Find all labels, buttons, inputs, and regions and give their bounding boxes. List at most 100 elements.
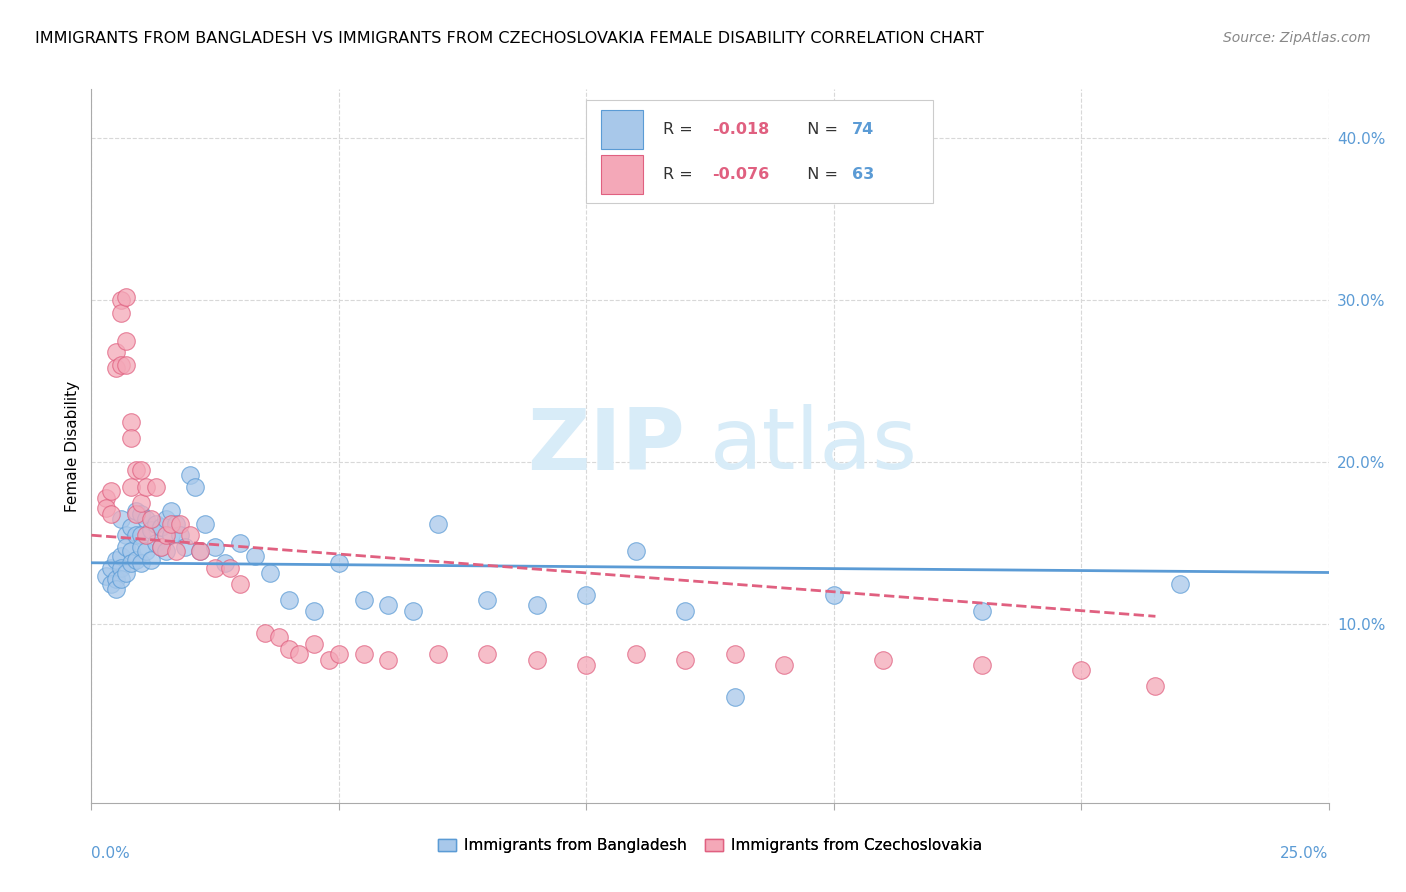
- Text: N =: N =: [797, 122, 842, 137]
- Point: [724, 690, 747, 705]
- Point: [155, 544, 177, 558]
- Point: [135, 512, 157, 526]
- Point: [110, 306, 132, 320]
- Point: [120, 544, 142, 558]
- Point: [204, 540, 226, 554]
- Point: [624, 544, 647, 558]
- Point: [188, 544, 211, 558]
- Point: [972, 657, 994, 672]
- Bar: [602, 155, 643, 194]
- Point: [575, 588, 598, 602]
- Text: -0.076: -0.076: [713, 168, 769, 182]
- Point: [773, 657, 796, 672]
- Point: [165, 516, 187, 531]
- Point: [149, 540, 172, 554]
- Point: [129, 496, 152, 510]
- Point: [219, 560, 242, 574]
- Point: [1070, 663, 1092, 677]
- Point: [188, 544, 211, 558]
- Point: [115, 334, 138, 348]
- Point: [269, 631, 291, 645]
- Point: [105, 345, 128, 359]
- Point: [120, 431, 142, 445]
- Point: [1144, 679, 1167, 693]
- Point: [575, 657, 598, 672]
- Text: ZIP: ZIP: [527, 404, 685, 488]
- Point: [278, 593, 301, 607]
- Point: [129, 507, 152, 521]
- Point: [872, 653, 894, 667]
- Point: [253, 625, 276, 640]
- Bar: [602, 111, 643, 150]
- Point: [145, 516, 167, 531]
- Point: [328, 647, 350, 661]
- Point: [110, 560, 132, 574]
- Text: IMMIGRANTS FROM BANGLADESH VS IMMIGRANTS FROM CZECHOSLOVAKIA FEMALE DISABILITY C: IMMIGRANTS FROM BANGLADESH VS IMMIGRANTS…: [35, 31, 984, 46]
- Point: [229, 577, 252, 591]
- Point: [139, 512, 162, 526]
- Point: [145, 479, 167, 493]
- Point: [125, 507, 148, 521]
- Text: N =: N =: [797, 168, 842, 182]
- Point: [120, 520, 142, 534]
- Text: 25.0%: 25.0%: [1281, 846, 1329, 861]
- Point: [204, 560, 226, 574]
- Point: [174, 540, 197, 554]
- Point: [125, 504, 148, 518]
- Point: [110, 358, 132, 372]
- Point: [477, 647, 499, 661]
- Point: [125, 528, 148, 542]
- Point: [288, 647, 311, 661]
- Point: [125, 552, 148, 566]
- Point: [105, 582, 128, 596]
- Point: [105, 361, 128, 376]
- Point: [426, 647, 449, 661]
- Point: [377, 653, 399, 667]
- Point: [135, 479, 157, 493]
- Text: 0.0%: 0.0%: [91, 846, 131, 861]
- Point: [624, 647, 647, 661]
- Point: [179, 468, 201, 483]
- Point: [278, 641, 301, 656]
- Point: [105, 572, 128, 586]
- Point: [159, 504, 181, 518]
- Point: [155, 528, 177, 542]
- Point: [1168, 577, 1191, 591]
- FancyBboxPatch shape: [586, 100, 932, 203]
- Point: [477, 593, 499, 607]
- Point: [129, 528, 152, 542]
- Point: [110, 293, 132, 307]
- Text: -0.018: -0.018: [713, 122, 769, 137]
- Point: [100, 507, 122, 521]
- Point: [100, 577, 122, 591]
- Point: [96, 568, 118, 582]
- Point: [149, 540, 172, 554]
- Point: [155, 512, 177, 526]
- Point: [96, 491, 118, 505]
- Point: [149, 520, 172, 534]
- Point: [402, 604, 425, 618]
- Point: [110, 512, 132, 526]
- Point: [115, 540, 138, 554]
- Text: Source: ZipAtlas.com: Source: ZipAtlas.com: [1223, 31, 1371, 45]
- Point: [120, 479, 142, 493]
- Point: [139, 524, 162, 538]
- Point: [110, 572, 132, 586]
- Point: [115, 566, 138, 580]
- Point: [159, 516, 181, 531]
- Text: 63: 63: [852, 168, 875, 182]
- Point: [145, 536, 167, 550]
- Point: [159, 528, 181, 542]
- Point: [673, 604, 696, 618]
- Point: [353, 593, 375, 607]
- Point: [426, 516, 449, 531]
- Text: atlas: atlas: [710, 404, 918, 488]
- Point: [129, 556, 152, 570]
- Point: [353, 647, 375, 661]
- Point: [129, 463, 152, 477]
- Point: [302, 637, 325, 651]
- Point: [120, 556, 142, 570]
- Point: [229, 536, 252, 550]
- Point: [135, 544, 157, 558]
- Point: [823, 588, 845, 602]
